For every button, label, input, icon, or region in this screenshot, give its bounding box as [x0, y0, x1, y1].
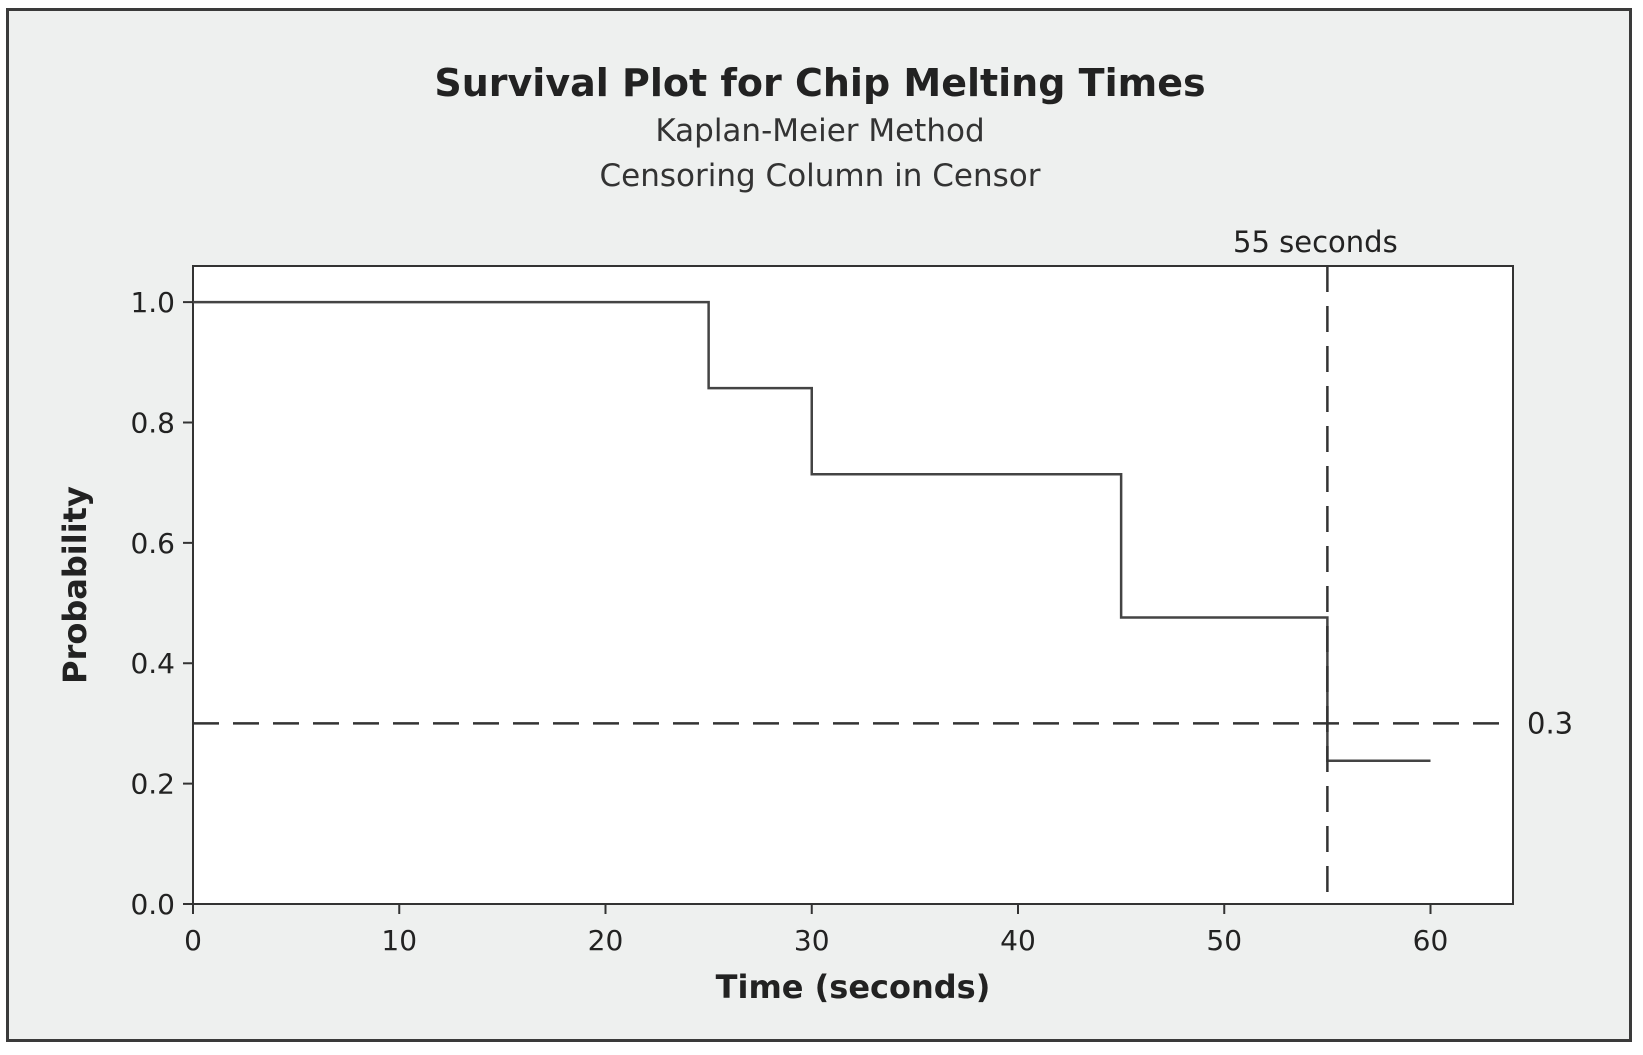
x-tick-label: 50 [1206, 924, 1242, 957]
y-tick-label: 0.6 [130, 527, 175, 560]
y-tick-label: 0.8 [130, 406, 175, 439]
hline-label: 0.3 [1527, 706, 1573, 740]
chart-subtitle-censor: Censoring Column in Censor [600, 158, 1041, 194]
y-tick-label: 0.4 [130, 647, 175, 680]
chart-subtitle-method: Kaplan-Meier Method [655, 113, 984, 149]
y-axis-label: Probability [56, 486, 94, 684]
y-tick-label: 0.2 [130, 768, 175, 801]
vline-label: 55 seconds [1233, 225, 1398, 259]
x-tick-label: 20 [588, 924, 624, 957]
x-tick-label: 30 [794, 924, 830, 957]
x-tick-label: 60 [1413, 924, 1449, 957]
y-axis: 0.0 0.2 0.4 0.6 0.8 1.0 [130, 286, 193, 921]
x-axis-label: Time (seconds) [716, 968, 991, 1006]
y-tick-label: 1.0 [130, 286, 175, 319]
plot-area [192, 265, 1514, 905]
x-tick-label: 40 [1000, 924, 1036, 957]
x-tick-label: 0 [184, 924, 202, 957]
x-axis: 0 10 20 30 40 50 60 [184, 904, 1448, 957]
x-tick-label: 10 [381, 924, 417, 957]
y-tick-label: 0.0 [130, 888, 175, 921]
chart-title: Survival Plot for Chip Melting Times [434, 61, 1205, 105]
